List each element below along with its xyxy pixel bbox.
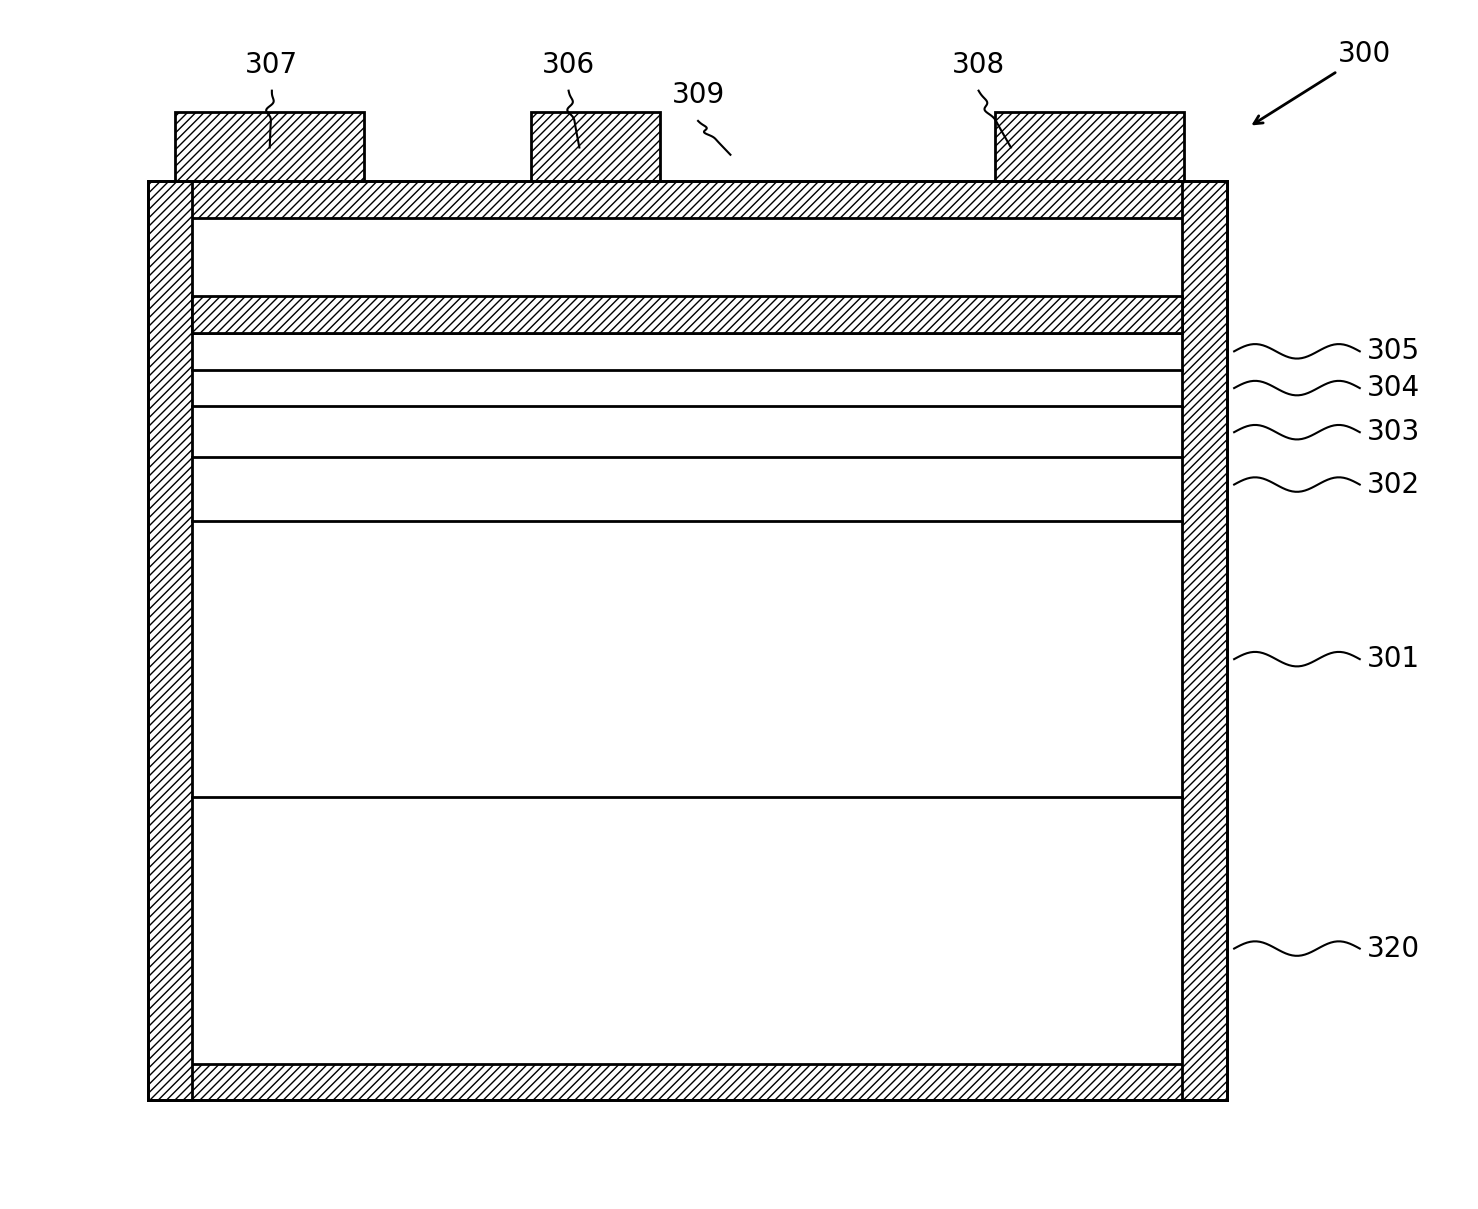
Bar [192, 218, 1182, 1064]
Text: 304: 304 [1367, 374, 1420, 403]
Text: 302: 302 [1367, 470, 1420, 498]
Bar [148, 1064, 1227, 1100]
Bar [148, 181, 1227, 1100]
Bar [531, 112, 661, 181]
Text: 307: 307 [245, 51, 299, 79]
Bar [995, 112, 1184, 181]
Text: 300: 300 [1253, 40, 1391, 123]
Text: 309: 309 [671, 81, 724, 109]
Bar [174, 112, 364, 181]
Text: 301: 301 [1367, 646, 1420, 673]
Bar [148, 181, 192, 1100]
Text: 305: 305 [1367, 337, 1420, 365]
Bar [1182, 181, 1227, 1100]
Text: 303: 303 [1367, 418, 1420, 446]
Text: 308: 308 [952, 51, 1005, 79]
Bar [192, 296, 1182, 332]
Text: 306: 306 [542, 51, 596, 79]
Bar [148, 181, 1227, 218]
Text: 320: 320 [1367, 935, 1420, 962]
